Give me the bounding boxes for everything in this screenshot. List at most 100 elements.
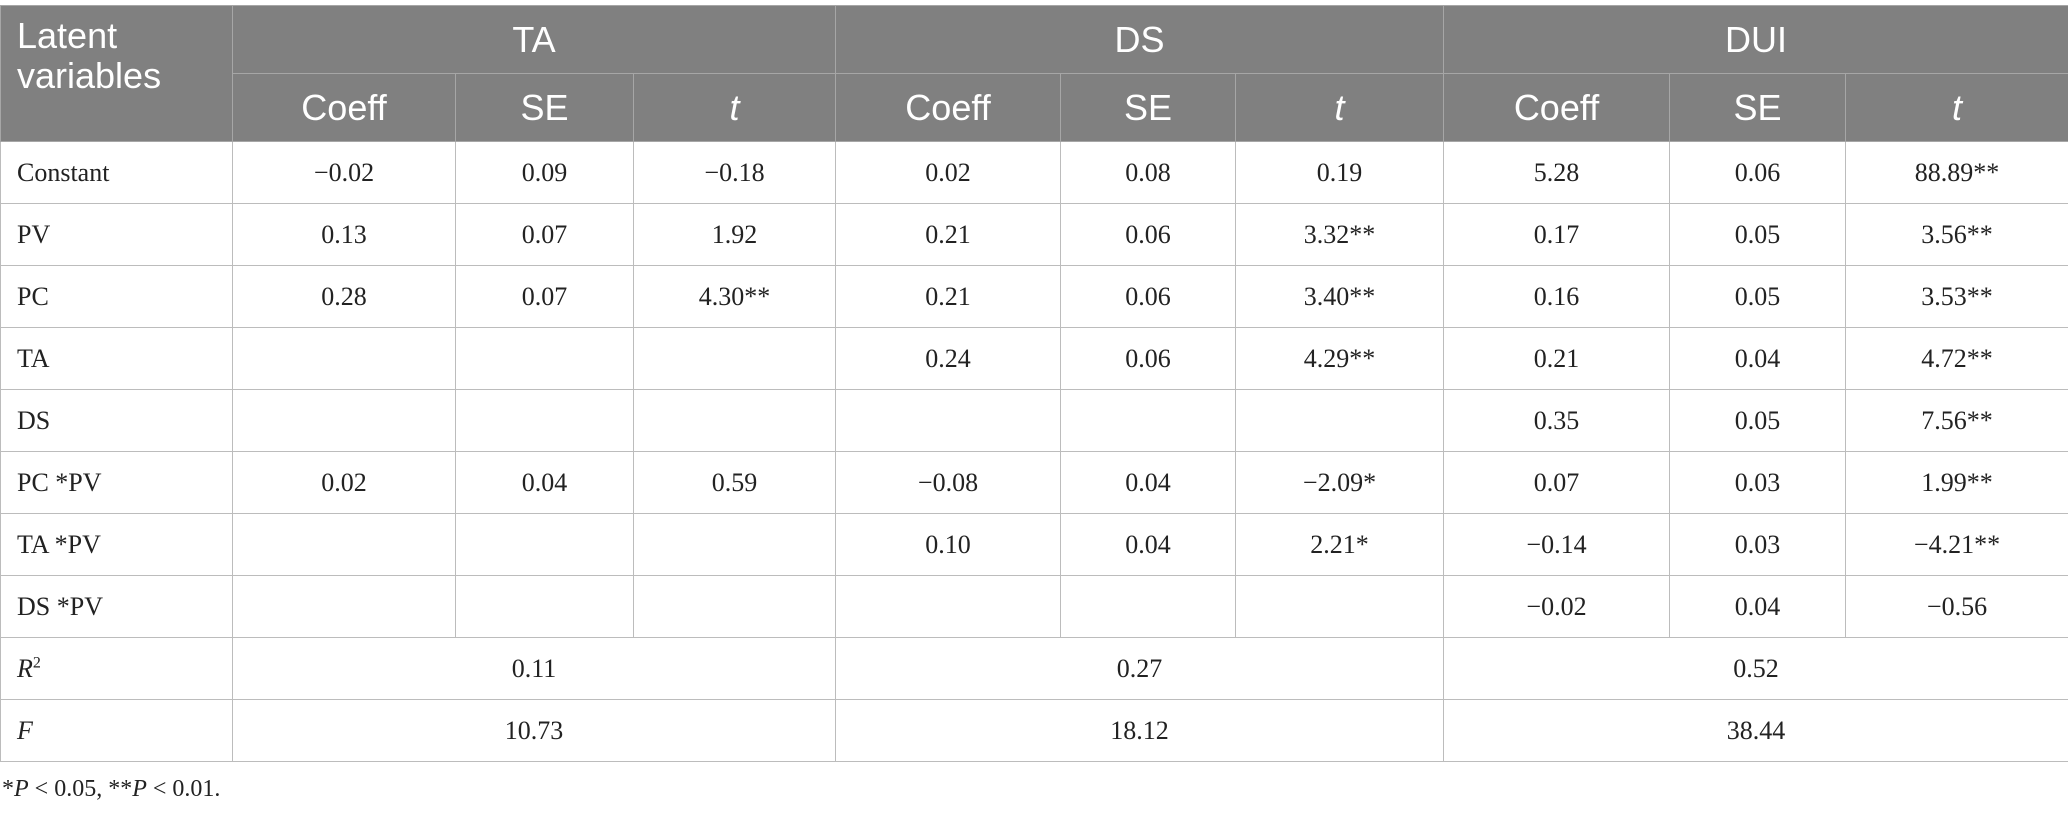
cell (1234, 575, 1445, 638)
cell: 10.73 (232, 699, 836, 762)
row-label: R2 (0, 637, 233, 700)
cell: 4.72** (1845, 327, 2068, 390)
cell: 0.06 (1060, 327, 1236, 390)
footnote-part: P (14, 776, 29, 802)
footnote-part: < 0.01. (146, 776, 221, 802)
data-row: DS *PV −0.02 0.04 −0.56 (0, 575, 2068, 638)
cell: 0.21 (835, 203, 1061, 266)
cell: 0.03 (1669, 513, 1847, 576)
cell (633, 327, 836, 390)
cell (232, 389, 456, 452)
data-row: DS 0.35 0.05 7.56** (0, 389, 2068, 452)
cell: 0.06 (1669, 141, 1847, 204)
group-header: DUI (1443, 5, 2068, 74)
footnote: *P < 0.05, **P < 0.01. (2, 776, 220, 803)
cell (633, 513, 836, 576)
cell (1234, 389, 1445, 452)
cell (633, 575, 836, 638)
cell (455, 389, 634, 452)
cell: −0.14 (1443, 513, 1671, 576)
column-header: SE (455, 73, 634, 142)
column-header: t (633, 73, 836, 142)
cell: 0.04 (1669, 327, 1847, 390)
cell: 3.40** (1234, 265, 1445, 328)
column-header: Coeff (232, 73, 456, 142)
cell: 2.21* (1234, 513, 1445, 576)
cell: 0.03 (1669, 451, 1847, 514)
cell (1060, 575, 1236, 638)
regression-table: Latent variables TA DS DUI Coeff SE t Coeff SE t C… (0, 5, 2068, 762)
cell: 0.13 (232, 203, 456, 266)
cell: 0.05 (1669, 203, 1847, 266)
cell (633, 389, 836, 452)
cell: 3.53** (1845, 265, 2068, 328)
cell: 0.19 (1234, 141, 1445, 204)
stub-header: Latent variables (0, 5, 233, 142)
cell: −0.18 (633, 141, 836, 204)
cell: 18.12 (834, 699, 1445, 762)
data-row: Constant −0.02 0.09 −0.18 0.02 0.08 0.19 5.28 0.… (0, 141, 2068, 204)
cell: 0.06 (1060, 203, 1236, 266)
superscript: 2 (32, 653, 41, 671)
cell: −0.02 (232, 141, 456, 204)
row-label: DS *PV (0, 575, 233, 638)
cell: −0.02 (1443, 575, 1671, 638)
column-header: Coeff (1443, 73, 1671, 142)
summary-row: F 10.73 18.12 38.44 (0, 699, 2068, 762)
cell (232, 513, 456, 576)
cell: 0.06 (1060, 265, 1236, 328)
cell: 0.07 (455, 203, 634, 266)
cell: 0.04 (455, 451, 634, 514)
group-header: DS (834, 5, 1445, 74)
cell (835, 389, 1061, 452)
cell: 38.44 (1443, 699, 2068, 762)
cell: 7.56** (1845, 389, 2068, 452)
cell: 0.05 (1669, 265, 1847, 328)
cell: 0.16 (1443, 265, 1671, 328)
cell: 0.10 (835, 513, 1061, 576)
cell (455, 513, 634, 576)
row-label: TA (0, 327, 233, 390)
cell (835, 575, 1061, 638)
row-label: PC (0, 265, 233, 328)
cell (232, 575, 456, 638)
cell: 0.35 (1443, 389, 1671, 452)
row-label: F (0, 699, 233, 762)
header-row: Latent variables TA DS DUI (0, 5, 2068, 142)
cell: 0.17 (1443, 203, 1671, 266)
cell: 0.05 (1669, 389, 1847, 452)
group-header: TA (232, 5, 836, 74)
subheader-row: Coeff SE t Coeff SE t Coeff SE t (1, 73, 2068, 142)
column-header: SE (1060, 73, 1236, 142)
cell: 1.92 (633, 203, 836, 266)
cell: 0.24 (835, 327, 1061, 390)
data-row: PC *PV 0.02 0.04 0.59 −0.08 0.04 −2.09* 0.07 0.0… (0, 451, 2068, 514)
cell: −0.56 (1845, 575, 2068, 638)
cell: 0.11 (232, 637, 836, 700)
footnote-part: * (2, 776, 14, 802)
row-label: Constant (0, 141, 233, 204)
data-row: PC 0.28 0.07 4.30** 0.21 0.06 3.40** 0.16 0.05 3.… (0, 265, 2068, 328)
cell: 4.30** (633, 265, 836, 328)
summary-label: F (17, 715, 33, 745)
summary-label: R (17, 653, 33, 683)
column-header: t (1845, 73, 2068, 142)
cell: 0.09 (455, 141, 634, 204)
cell: 0.02 (232, 451, 456, 514)
cell: 0.04 (1669, 575, 1847, 638)
cell: 0.08 (1060, 141, 1236, 204)
cell: 0.27 (834, 637, 1445, 700)
cell: 1.99** (1845, 451, 2068, 514)
cell: 0.28 (232, 265, 456, 328)
summary-row: R2 0.11 0.27 0.52 (0, 637, 2068, 700)
cell: 0.07 (455, 265, 634, 328)
footnote-part: P (132, 776, 147, 802)
data-row: TA 0.24 0.06 4.29** 0.21 0.04 4.72** (0, 327, 2068, 390)
cell: 3.56** (1845, 203, 2068, 266)
column-header: Coeff (835, 73, 1061, 142)
cell: 0.07 (1443, 451, 1671, 514)
cell: 4.29** (1234, 327, 1445, 390)
cell (455, 575, 634, 638)
cell: 0.04 (1060, 513, 1236, 576)
